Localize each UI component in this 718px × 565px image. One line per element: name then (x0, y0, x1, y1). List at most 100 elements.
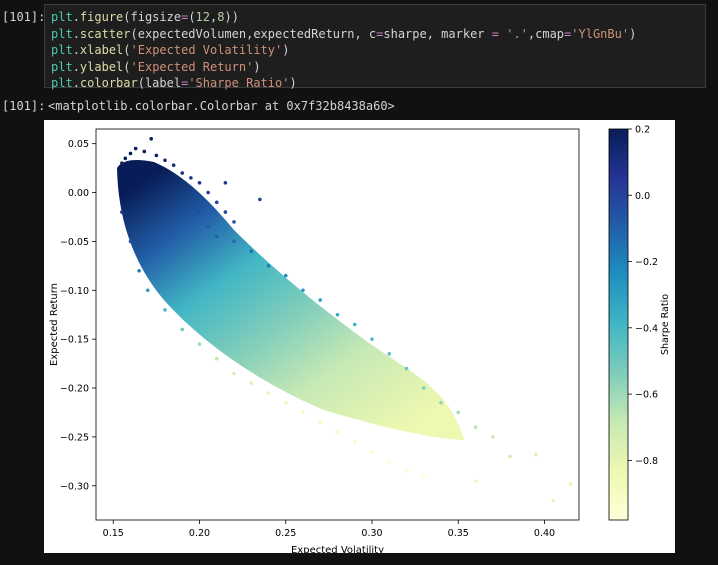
data-point (249, 249, 254, 253)
data-point (145, 288, 150, 293)
y-tick-label: −0.15 (60, 335, 89, 346)
data-point (189, 176, 193, 180)
data-point (318, 298, 323, 302)
data-point (473, 425, 478, 429)
data-point (551, 498, 555, 503)
data-point (283, 400, 288, 405)
output-prompt: [101]: (2, 99, 46, 113)
x-tick-label: 0.15 (103, 528, 124, 539)
code-token: figure (79, 10, 124, 24)
data-point (197, 210, 202, 214)
data-point (370, 337, 374, 341)
code-token: 'YlGnBu' (571, 26, 630, 41)
data-point (206, 190, 210, 195)
code-token: ) (289, 76, 297, 90)
colorbar-tick-label: −0.2 (635, 257, 658, 268)
data-point (568, 482, 573, 486)
data-point (404, 469, 409, 473)
code-token: = (181, 76, 189, 90)
data-point (335, 430, 340, 434)
code-token: 'Expected Volatility' (130, 43, 283, 57)
code-token: 'Sharpe Ratio' (188, 76, 290, 90)
code-token: = (564, 26, 572, 41)
colorbar-tick-label: 0.0 (635, 191, 650, 202)
data-point (421, 386, 426, 390)
colorbar (608, 128, 629, 521)
code-token: = (181, 10, 189, 24)
data-point (421, 474, 426, 478)
code-token: plt (51, 76, 73, 90)
x-tick-label: 0.35 (448, 528, 469, 539)
x-tick-label: 0.25 (275, 528, 296, 539)
data-point (534, 452, 538, 457)
scatter-chart: 0.15 0.20 0.25 0.30 0.35 0.40 0.05 0.00 −0.05 −0.… (49, 125, 671, 557)
code-token: . (72, 59, 80, 74)
data-point (133, 146, 138, 151)
output-text: <matplotlib.colorbar.Colorbar at 0x7f32b… (48, 99, 395, 113)
data-point (266, 264, 271, 268)
colorbar-tick-label: −0.8 (635, 456, 658, 467)
data-point (163, 158, 167, 163)
code-token: ) (282, 43, 290, 57)
y-axis-label: Expected Return (49, 283, 60, 366)
data-point (283, 273, 288, 278)
data-point (154, 153, 159, 158)
y-tick-label: −0.20 (60, 384, 89, 395)
data-point (249, 381, 254, 385)
code-token: . (72, 76, 80, 90)
code-token: = (376, 26, 384, 41)
data-point (301, 410, 305, 415)
x-tick-label: 0.20 (189, 528, 210, 539)
data-point (180, 171, 185, 175)
code-cell[interactable]: plt.figure(figsize=(12,8)) plt.scatter(ex… (44, 4, 706, 90)
data-point (149, 136, 153, 141)
data-point (163, 308, 167, 312)
code-line: plt.scatter(expectedVolumen,expectedRetu… (51, 26, 699, 43)
data-point (258, 197, 262, 202)
code-token: ( (123, 43, 131, 57)
code-token: . (72, 26, 80, 41)
data-point (318, 420, 323, 425)
code-line: plt.figure(figsize=(12,8)) (51, 9, 699, 26)
data-point (232, 371, 236, 376)
y-tick-label: −0.25 (60, 432, 89, 443)
code-token: = (491, 26, 499, 41)
code-token: xlabel (79, 43, 124, 57)
code-line: plt.xlabel('Expected Volatility') (51, 42, 699, 59)
data-point (120, 161, 124, 166)
data-point (439, 400, 443, 405)
data-point (232, 239, 236, 244)
code-line: plt.ylabel('Expected Return') (51, 59, 699, 76)
plot-output: 0.15 0.20 0.25 0.30 0.35 0.40 0.05 0.00 −0.05 −0.… (44, 120, 675, 557)
data-point (387, 459, 392, 464)
data-point (301, 288, 305, 293)
code-token: sharpe, marker (383, 26, 492, 41)
colorbar-label: Sharpe Ratio (660, 294, 671, 355)
data-point (137, 268, 141, 273)
data-point (214, 356, 219, 361)
code-line: plt.colorbar(label='Sharpe Ratio') (51, 75, 699, 92)
data-point (490, 435, 495, 439)
code-token: 12 (195, 10, 210, 24)
data-point (335, 312, 340, 317)
code-token: plt (51, 10, 73, 24)
colorbar-tick-label: −0.4 (635, 323, 658, 334)
data-point (142, 149, 147, 154)
code-token: (label (137, 76, 182, 90)
data-point (197, 180, 202, 185)
x-axis-label: Expected Volatility (291, 545, 384, 553)
code-editor[interactable]: plt.figure(figsize=(12,8)) plt.scatter(ex… (51, 9, 699, 92)
data-point (508, 454, 512, 459)
x-tick-label: 0.40 (534, 528, 555, 539)
code-token: ( (188, 10, 196, 24)
data-point (214, 234, 219, 239)
data-point (370, 449, 374, 454)
data-point (120, 210, 124, 214)
point-cloud (117, 160, 464, 440)
code-token: plt (51, 59, 73, 74)
data-point (352, 322, 357, 327)
code-token: 8 (217, 10, 225, 24)
data-point (404, 366, 409, 371)
colorbar-tick-label: 0.2 (635, 125, 650, 136)
y-tick-label: −0.05 (60, 237, 89, 248)
